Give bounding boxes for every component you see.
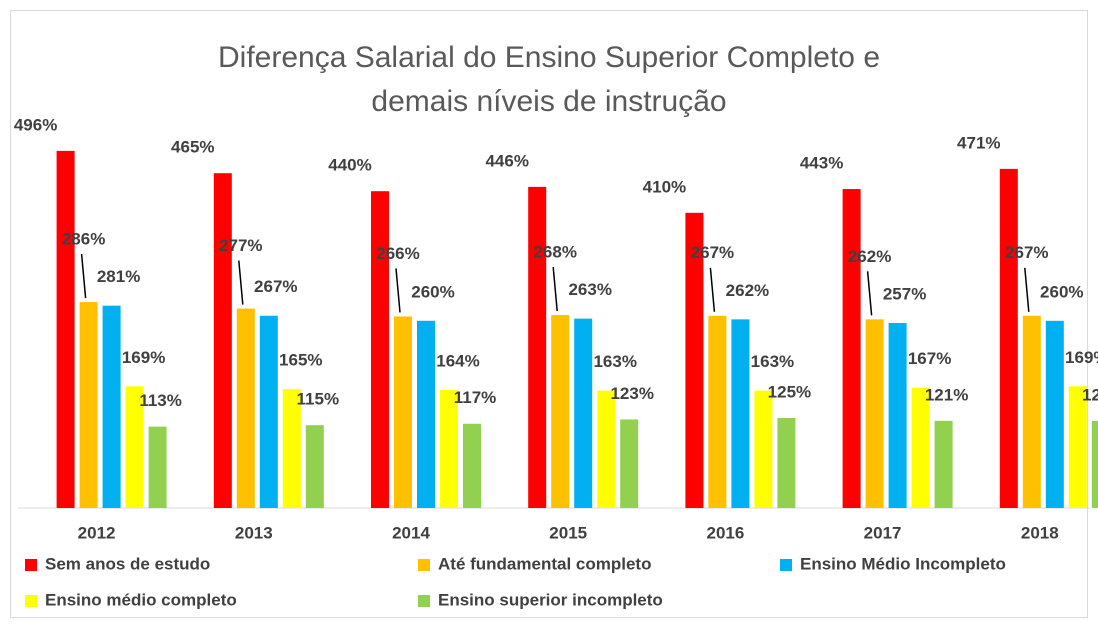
data-label: 163% bbox=[593, 352, 636, 371]
legend-label: Ensino superior incompleto bbox=[438, 590, 663, 609]
data-label: 465% bbox=[171, 138, 214, 157]
legend-swatch bbox=[780, 559, 792, 571]
legend-swatch bbox=[418, 595, 430, 607]
bar bbox=[1091, 420, 1098, 508]
data-label: 440% bbox=[328, 156, 371, 175]
data-label: 268% bbox=[533, 243, 576, 262]
bar bbox=[417, 320, 435, 508]
data-label: 266% bbox=[376, 244, 419, 263]
data-label: 281% bbox=[97, 267, 140, 286]
data-label: 113% bbox=[139, 391, 182, 410]
x-tick-label: 2014 bbox=[392, 523, 430, 542]
bar bbox=[1068, 386, 1087, 508]
data-label: 267% bbox=[1005, 243, 1048, 262]
data-label: 169% bbox=[122, 348, 165, 367]
leader-line bbox=[709, 267, 716, 312]
data-label: 165% bbox=[279, 351, 322, 370]
data-label: 169% bbox=[1065, 348, 1098, 367]
bar bbox=[685, 212, 704, 509]
data-label: 167% bbox=[908, 349, 951, 368]
bar bbox=[282, 389, 301, 508]
data-label: 262% bbox=[848, 247, 891, 266]
legend-swatch bbox=[25, 595, 37, 607]
bar bbox=[305, 425, 324, 508]
data-label: 496% bbox=[14, 115, 57, 134]
legend-label: Ensino Médio Incompleto bbox=[800, 554, 1006, 573]
bar bbox=[597, 390, 616, 508]
bar bbox=[574, 318, 593, 508]
data-label: 286% bbox=[62, 230, 105, 249]
data-label: 260% bbox=[1040, 282, 1083, 301]
x-tick-label: 2013 bbox=[235, 523, 273, 542]
bar bbox=[56, 150, 75, 508]
x-tick-label: 2016 bbox=[706, 523, 744, 542]
data-label: 123% bbox=[610, 384, 653, 403]
chart-title: Diferença Salarial do Ensino Superior Co… bbox=[217, 41, 881, 118]
legend-swatch bbox=[25, 559, 37, 571]
bar bbox=[1045, 320, 1064, 508]
chart-frame bbox=[10, 10, 1088, 618]
bar bbox=[148, 426, 167, 508]
bar bbox=[102, 305, 121, 508]
bar bbox=[213, 173, 232, 508]
bar bbox=[911, 387, 930, 508]
bar bbox=[394, 316, 412, 508]
legend-label: Sem anos de estudo bbox=[45, 554, 210, 573]
leader-line bbox=[866, 271, 873, 316]
bar bbox=[754, 390, 773, 508]
bar bbox=[999, 168, 1018, 508]
x-tick-label: 2017 bbox=[864, 523, 902, 542]
data-label: 262% bbox=[726, 281, 769, 300]
x-tick-label: 2018 bbox=[1021, 523, 1059, 542]
bar bbox=[236, 308, 255, 508]
bar bbox=[731, 319, 750, 508]
bar bbox=[528, 186, 547, 508]
bar bbox=[934, 420, 953, 508]
bar bbox=[371, 191, 389, 508]
leader-line bbox=[80, 254, 87, 299]
data-label: 410% bbox=[643, 177, 686, 196]
data-label: 125% bbox=[768, 382, 811, 401]
legend-label: Ensino médio completo bbox=[45, 590, 237, 609]
data-label: 263% bbox=[568, 280, 611, 299]
legend-swatch bbox=[418, 559, 430, 571]
bar bbox=[620, 419, 639, 508]
bar bbox=[888, 322, 907, 508]
bar bbox=[842, 189, 861, 509]
bar bbox=[79, 302, 98, 508]
data-label: 164% bbox=[436, 351, 479, 370]
data-label: 121% bbox=[925, 385, 968, 404]
bar bbox=[551, 315, 570, 508]
data-label: 257% bbox=[883, 284, 926, 303]
bar bbox=[708, 315, 727, 508]
leader-line bbox=[238, 260, 244, 305]
legend-label: Até fundamental completo bbox=[438, 554, 651, 573]
data-label: 277% bbox=[219, 236, 262, 255]
x-tick-label: 2015 bbox=[549, 523, 587, 542]
bar bbox=[463, 423, 481, 508]
bar bbox=[865, 319, 884, 508]
bar bbox=[1022, 315, 1041, 508]
data-label: 471% bbox=[957, 133, 1000, 152]
leader-line bbox=[1024, 267, 1030, 312]
data-label: 121% bbox=[1082, 385, 1098, 404]
data-label: 115% bbox=[297, 390, 340, 409]
bar bbox=[777, 418, 796, 508]
leader-line bbox=[395, 268, 401, 313]
data-label: 267% bbox=[691, 243, 734, 262]
data-label: 267% bbox=[254, 277, 297, 296]
data-label: 446% bbox=[485, 151, 528, 170]
bar bbox=[259, 315, 278, 508]
data-label: 260% bbox=[411, 282, 454, 301]
bar bbox=[125, 386, 144, 508]
leader-line bbox=[552, 266, 558, 312]
x-tick-label: 2012 bbox=[78, 523, 116, 542]
bar bbox=[440, 389, 458, 508]
data-label: 163% bbox=[751, 352, 794, 371]
data-label: 443% bbox=[800, 154, 843, 173]
data-label: 117% bbox=[454, 388, 497, 407]
